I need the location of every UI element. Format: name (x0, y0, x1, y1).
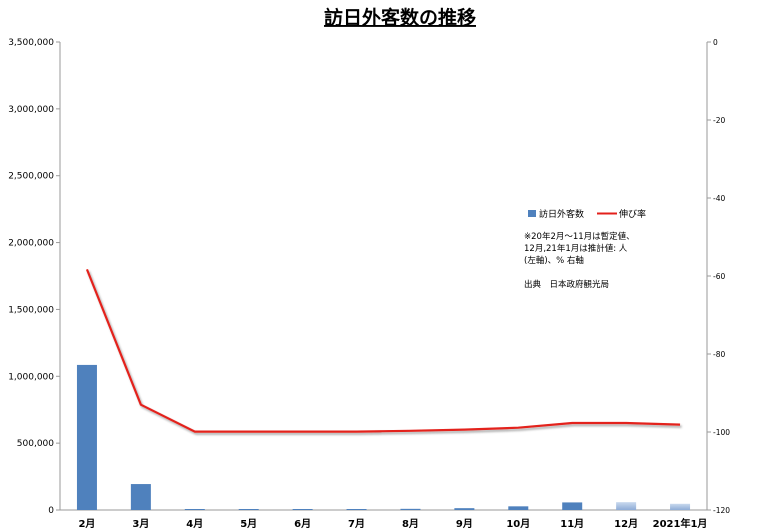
legend: 訪日外客数 伸び率 (528, 208, 646, 220)
right-tick-label: -100 (713, 428, 730, 437)
x-tick-label: 11月 (560, 518, 584, 530)
bar (454, 508, 475, 510)
left-tick-label: 500,000 (17, 439, 54, 449)
right-tick-label: -80 (713, 350, 725, 359)
left-axis-ticks: 0 500,000 1,000,000 1,500,000 2,000,000 2,500… (8, 38, 60, 516)
left-tick-label: 1,500,000 (8, 305, 54, 315)
bar (130, 484, 151, 510)
bar (670, 503, 691, 510)
source-line: 出典 日本政府観光局 (524, 279, 609, 290)
x-axis-ticks: 2月 3月 4月 5月 6月 7月 8月 9月 10月 11月 12月 2021年1月 (78, 517, 707, 530)
x-tick-label: 2月 (78, 518, 95, 530)
note-line-3: (左軸)、% 右軸 (524, 255, 584, 266)
line-series (85, 268, 681, 433)
right-tick-label: 0 (713, 38, 718, 47)
x-tick-label: 8月 (402, 518, 419, 530)
bar (184, 509, 205, 510)
legend-label-line: 伸び率 (619, 208, 646, 220)
note-line-2: 12月,21年1月は推計値: 人 (524, 243, 628, 254)
legend-label-bar: 訪日外客数 (539, 208, 584, 220)
bar-series (76, 364, 691, 510)
left-tick-label: 2,500,000 (8, 172, 54, 182)
x-tick-label: 6月 (294, 518, 311, 530)
right-tick-label: -120 (713, 506, 730, 515)
left-tick-label: 2,000,000 (8, 239, 54, 249)
x-tick-label: 3月 (132, 518, 149, 530)
note-line-1: ※20年2月～11月は暫定値、 (524, 231, 635, 242)
source-notes: ※20年2月～11月は暫定値、 12月,21年1月は推計値: 人 (左軸)、% … (524, 231, 635, 290)
x-tick-label: 12月 (614, 518, 638, 530)
legend-swatch-bar (528, 210, 536, 217)
bar (76, 364, 97, 510)
right-tick-label: -20 (713, 116, 725, 125)
x-tick-label: 5月 (240, 518, 257, 530)
left-tick-label: 3,000,000 (8, 105, 54, 115)
bar (508, 506, 529, 510)
left-tick-label: 3,500,000 (8, 38, 54, 48)
x-tick-label: 4月 (186, 518, 203, 530)
x-tick-label: 7月 (348, 518, 365, 530)
bar (616, 502, 637, 510)
axes (59, 42, 708, 511)
x-tick-label: 10月 (506, 518, 530, 530)
bar (346, 509, 367, 510)
right-axis-ticks: 0 -20 -40 -60 -80 -100 -120 (707, 38, 730, 515)
bar (238, 509, 259, 510)
chart-title: 訪日外客数の推移 (324, 6, 476, 29)
left-tick-label: 0 (48, 506, 54, 516)
bar (400, 508, 421, 510)
growth-rate-line (85, 268, 681, 433)
bar (562, 502, 583, 510)
left-tick-label: 1,000,000 (8, 372, 54, 382)
bar (292, 509, 313, 510)
right-tick-label: -40 (713, 194, 725, 203)
right-tick-label: -60 (713, 272, 725, 281)
x-tick-label: 2021年1月 (653, 517, 708, 530)
x-tick-label: 9月 (456, 518, 473, 530)
